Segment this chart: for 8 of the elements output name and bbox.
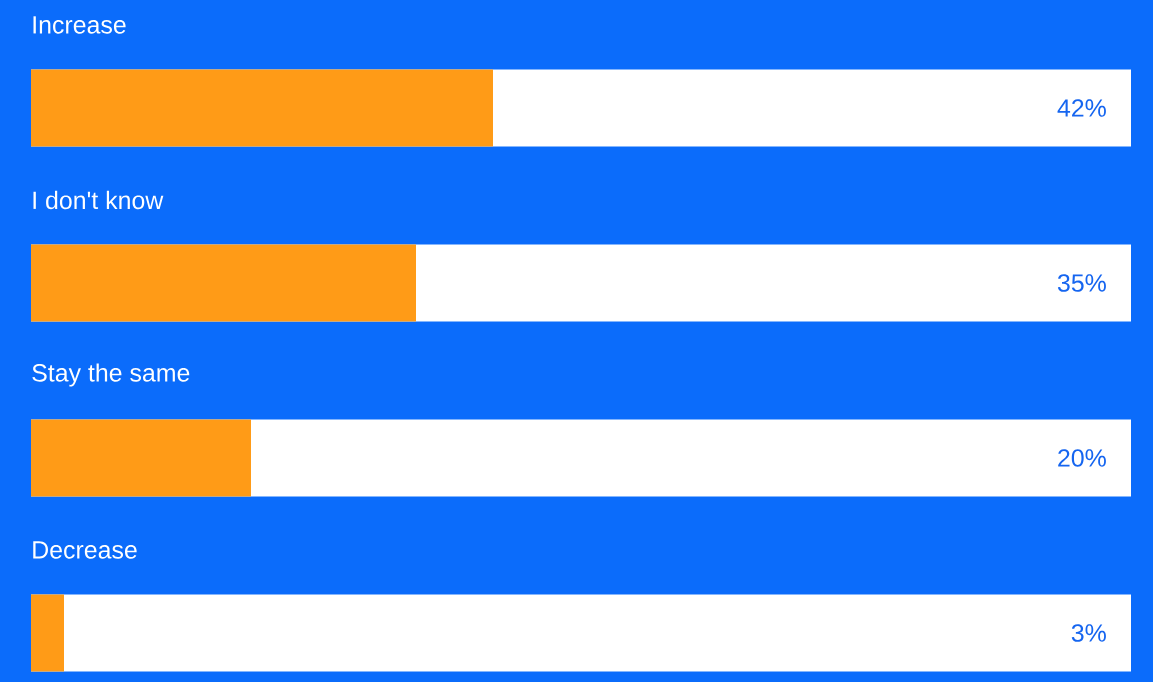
y-tick-label: Stay the same: [32, 363, 190, 387]
y-tick-label: Decrease: [33, 541, 137, 559]
data-label: 42%: [1057, 99, 1106, 117]
data-label: 35%: [1057, 274, 1106, 292]
data-label: 3%: [1071, 624, 1106, 642]
y-tick-label: Increase: [33, 16, 126, 34]
data-label: 20%: [1058, 449, 1106, 467]
y-tick-label: I don't know: [33, 190, 164, 210]
